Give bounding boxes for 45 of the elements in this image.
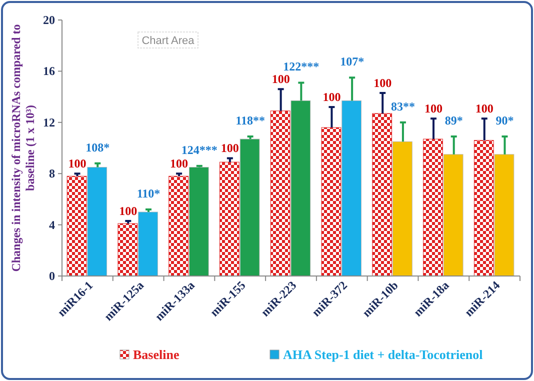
- annotation: 100: [322, 90, 341, 104]
- annotation: 90*: [496, 113, 514, 128]
- annotation: 110*: [136, 186, 160, 200]
- annotation: 118**: [236, 113, 265, 128]
- bar: [220, 162, 240, 276]
- annotation: 100: [119, 204, 138, 218]
- legend-label: AHA Step-1 diet + delta-Tocotrienol: [283, 347, 484, 362]
- annotation: 100: [424, 102, 442, 116]
- annotation: 100: [170, 156, 188, 171]
- y-tick-label: 12: [43, 115, 55, 130]
- annotation: 100: [475, 102, 494, 116]
- bar: [494, 154, 514, 276]
- bar: [168, 176, 188, 276]
- annotation: 100: [68, 156, 86, 171]
- y-tick-label: 20: [43, 13, 55, 27]
- annotation: 100: [220, 141, 239, 156]
- annotation: 108*: [86, 140, 110, 154]
- bar: [474, 140, 494, 276]
- bar: [342, 100, 362, 276]
- bar: [423, 138, 443, 276]
- annotation: Chart Area: [142, 35, 196, 47]
- bar: [240, 138, 260, 276]
- bar: [372, 113, 392, 276]
- annotation: 100: [374, 76, 392, 90]
- bar: [392, 141, 412, 276]
- bar: [87, 166, 108, 276]
- y-tick-label: 8: [49, 166, 55, 181]
- annotation: 89*: [444, 113, 463, 128]
- bar: [66, 176, 87, 276]
- bar: [321, 127, 342, 276]
- annotation: 122***: [283, 60, 320, 74]
- legend-label: Baseline: [133, 347, 180, 362]
- annotation: 100: [272, 72, 290, 86]
- bar: [270, 110, 290, 276]
- y-tick-label: 4: [49, 218, 55, 232]
- y-axis-title: Changes in intensity of microRNAs compared to baseline (1 x 10³): [9, 24, 37, 272]
- annotation: 83**: [390, 99, 415, 114]
- bar: [118, 223, 138, 276]
- bar: [188, 166, 209, 276]
- annotation: 107*: [340, 54, 364, 69]
- y-tick-label: 0: [49, 269, 55, 283]
- bar: [443, 154, 464, 276]
- y-tick-label: 16: [43, 64, 55, 78]
- bar: [138, 212, 158, 276]
- annotation: 124***: [181, 142, 218, 157]
